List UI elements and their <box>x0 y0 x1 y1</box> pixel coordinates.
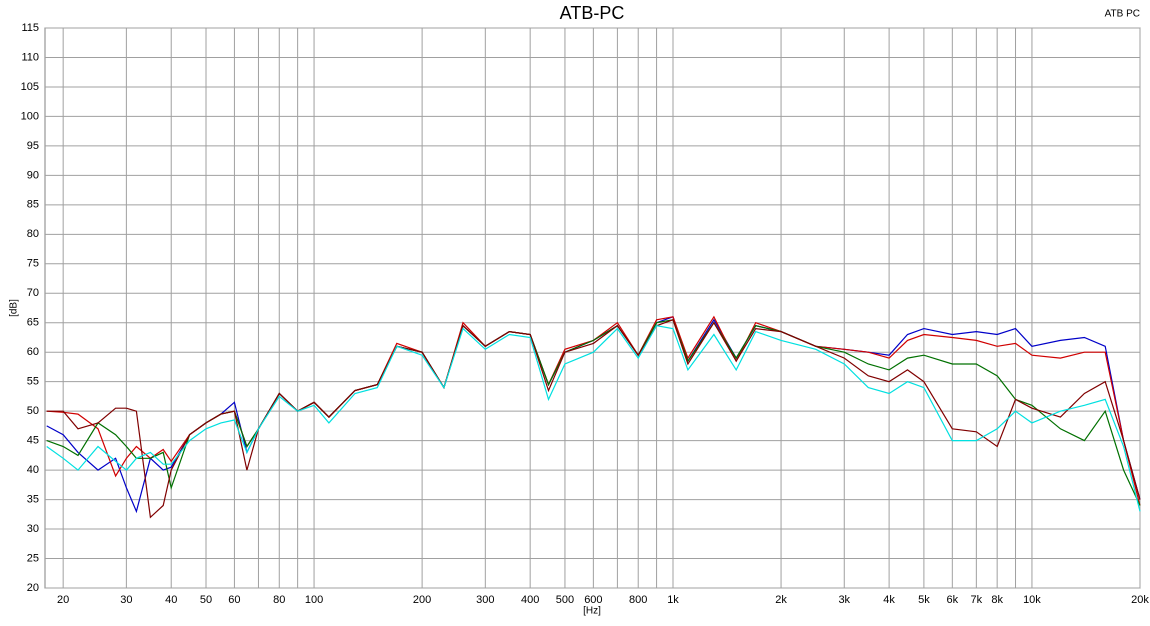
y-tick-label: 75 <box>27 258 39 270</box>
plot-area <box>44 27 1141 589</box>
x-tick-label: 6k <box>947 594 959 606</box>
x-tick-label: 4k <box>883 594 895 606</box>
x-tick-label: 30 <box>120 594 132 606</box>
x-tick-label: 5k <box>918 594 930 606</box>
x-tick-label: 20 <box>57 594 69 606</box>
y-tick-label: 55 <box>27 376 39 388</box>
x-tick-label: 2k <box>775 594 787 606</box>
x-tick-label: 3k <box>838 594 850 606</box>
chart-title: ATB-PC <box>560 3 625 23</box>
y-tick-label: 50 <box>27 405 39 417</box>
x-tick-label: 80 <box>273 594 285 606</box>
x-tick-label: 500 <box>556 594 574 606</box>
series-line <box>46 319 1141 519</box>
x-tick-label: 200 <box>413 594 431 606</box>
x-tick-label: 50 <box>200 594 212 606</box>
x-tick-label: 8k <box>991 594 1003 606</box>
y-tick-label: 45 <box>27 435 39 447</box>
x-tick-label: 300 <box>476 594 494 606</box>
y-tick-label: 85 <box>27 199 39 211</box>
x-tick-label: 800 <box>629 594 647 606</box>
y-tick-label: 100 <box>21 110 39 122</box>
y-tick-label: 90 <box>27 169 39 181</box>
y-tick-label: 95 <box>27 140 39 152</box>
y-tick-label: 80 <box>27 228 39 240</box>
x-tick-label: 10k <box>1023 594 1041 606</box>
x-tick-label: 100 <box>305 594 323 606</box>
y-tick-label: 40 <box>27 464 39 476</box>
x-axis-label: [Hz] <box>583 606 601 617</box>
y-tick-label: 105 <box>21 81 39 93</box>
y-tick-label: 35 <box>27 493 39 505</box>
x-tick-label: 20k <box>1131 594 1149 606</box>
x-tick-label: 60 <box>228 594 240 606</box>
x-tick-label: 400 <box>521 594 539 606</box>
x-tick-label: 7k <box>971 594 983 606</box>
series-line <box>46 325 1141 512</box>
y-axis-label: [dB] <box>9 299 20 317</box>
x-tick-label: 600 <box>584 594 602 606</box>
y-tick-label: 20 <box>27 582 39 594</box>
y-tick-label: 25 <box>27 552 39 564</box>
y-tick-label: 70 <box>27 287 39 299</box>
y-tick-label: 115 <box>21 22 39 34</box>
corner-label: ATB PC <box>1105 9 1140 20</box>
x-tick-label: 40 <box>165 594 177 606</box>
y-tick-label: 110 <box>21 51 39 63</box>
x-tick-label: 1k <box>667 594 679 606</box>
y-tick-label: 60 <box>27 346 39 358</box>
y-tick-label: 65 <box>27 317 39 329</box>
y-tick-label: 30 <box>27 523 39 535</box>
